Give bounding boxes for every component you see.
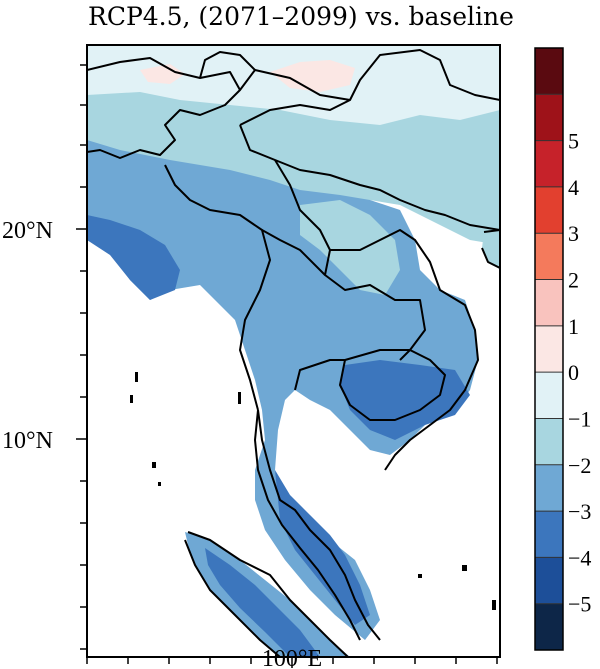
colorbar-label: 0 [568,360,579,385]
map-title: RCP4.5, (2071–2099) vs. baseline [88,2,514,31]
colorbar-segment [535,603,563,651]
country-borders [87,49,500,657]
colorbar-border [534,47,564,651]
colorbar-label: 1 [568,314,579,339]
colorbar-segment [535,48,563,95]
land-sumatra-dark [205,548,320,657]
land-light-patch-laos [300,200,400,295]
positive-anomaly-patch-2 [140,64,185,84]
colorbar-label: 4 [568,175,579,200]
colorbar-segment [535,279,563,327]
colorbar-segment [535,557,563,605]
colorbar-segment [535,511,563,558]
colorbar-label: −2 [568,453,591,478]
colorbar-label: −1 [568,406,591,431]
map-frame [86,44,501,658]
lon-label-100e: 100°E [262,646,322,669]
small-islands [130,372,496,610]
colorbar-segment [535,140,563,188]
land-dark-patch-peninsula [275,470,370,625]
lat-label-10n: 10°N [2,428,53,454]
colorbar-label: −4 [568,545,591,570]
lon-ticks [86,657,498,668]
lat-label-20n: 20°N [2,218,53,244]
colorbar: 5 4 3 2 1 0 −1 −2 −3 −4 −5 [534,47,591,651]
colorbar-segment [535,372,563,419]
map-panel [87,45,500,657]
land-dark-patch-west [87,215,180,300]
colorbar-label: 2 [568,268,579,293]
colorbar-segment [535,464,563,512]
colorbar-label: −5 [568,592,591,617]
colorbar-segment [535,233,563,281]
colorbar-label: 5 [568,129,579,154]
positive-anomaly-patch-1 [270,60,355,92]
lat-ticks [76,64,87,650]
colorbar-segment [535,325,563,373]
colorbar-segment [535,94,563,142]
colorbar-segment [535,418,563,466]
colorbar-label: −3 [568,499,591,524]
colorbar-segment [535,186,563,234]
colorbar-label: 3 [568,221,579,246]
